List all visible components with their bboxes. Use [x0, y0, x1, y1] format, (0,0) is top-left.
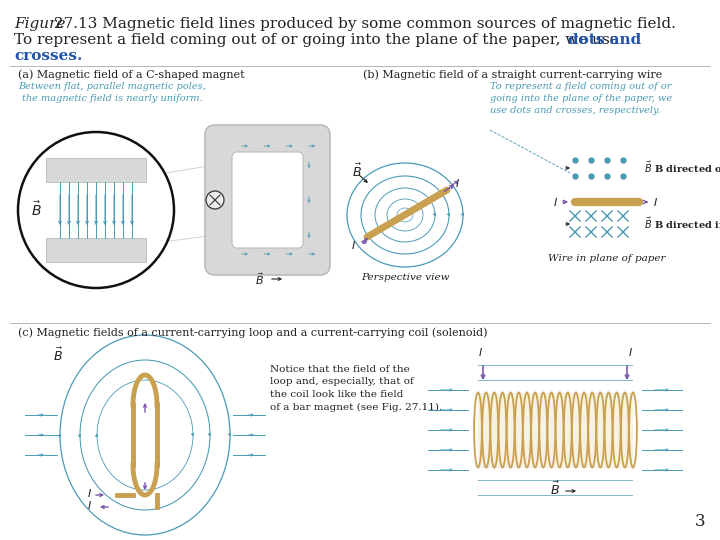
- Text: Figure: Figure: [14, 17, 66, 31]
- Text: To represent a field coming out of or
going into the plane of the paper, we
use : To represent a field coming out of or go…: [490, 82, 672, 114]
- Bar: [46, 238, 146, 262]
- Text: $\vec{B}$: $\vec{B}$: [53, 346, 63, 363]
- Text: 3: 3: [694, 513, 705, 530]
- Text: $I$: $I$: [653, 196, 658, 208]
- Text: To represent a field coming out of or going into the plane of the paper, we use: To represent a field coming out of or go…: [14, 33, 624, 47]
- Text: $I$: $I$: [628, 346, 633, 358]
- Text: Wire in plane of paper: Wire in plane of paper: [548, 254, 666, 263]
- Text: $\vec{B}$ B directed into plane: $\vec{B}$ B directed into plane: [644, 215, 720, 233]
- Text: crosses.: crosses.: [14, 49, 82, 63]
- Text: (c) Magnetic fields of a current-carrying loop and a current-carrying coil (sole: (c) Magnetic fields of a current-carryin…: [18, 327, 487, 338]
- Text: (b) Magnetic field of a straight current-carrying wire: (b) Magnetic field of a straight current…: [363, 69, 662, 79]
- Text: 27.13 Magnetic field lines produced by some common sources of magnetic field.: 27.13 Magnetic field lines produced by s…: [49, 17, 676, 31]
- Circle shape: [206, 191, 224, 209]
- Text: $I$: $I$: [455, 177, 460, 189]
- Text: $\vec{B}$ B directed out of plane: $\vec{B}$ B directed out of plane: [644, 159, 720, 177]
- Text: $\vec{B}$: $\vec{B}$: [550, 481, 560, 498]
- Text: Perspective view: Perspective view: [361, 273, 449, 282]
- Text: Between flat, parallel magnetic poles,
the magnetic field is nearly uniform.: Between flat, parallel magnetic poles, t…: [18, 82, 206, 103]
- Text: (a) Magnetic field of a C-shaped magnet: (a) Magnetic field of a C-shaped magnet: [18, 69, 245, 79]
- Text: Notice that the field of the
loop and, especially, that of
the coil look like th: Notice that the field of the loop and, e…: [270, 365, 442, 411]
- Circle shape: [18, 132, 174, 288]
- FancyBboxPatch shape: [232, 152, 303, 248]
- Text: $I$: $I$: [553, 196, 558, 208]
- Bar: [478, 393, 633, 468]
- FancyBboxPatch shape: [205, 125, 330, 275]
- Text: $\vec{B}$: $\vec{B}$: [31, 201, 41, 219]
- Bar: [46, 158, 146, 182]
- Text: $I$: $I$: [87, 487, 92, 499]
- Text: dots and: dots and: [568, 33, 642, 47]
- Text: $I$: $I$: [87, 499, 92, 511]
- Text: $I$: $I$: [478, 346, 483, 358]
- Text: $\vec{B}$: $\vec{B}$: [352, 163, 362, 180]
- Text: $\vec{B}$: $\vec{B}$: [255, 271, 264, 287]
- Text: $I$: $I$: [351, 239, 356, 251]
